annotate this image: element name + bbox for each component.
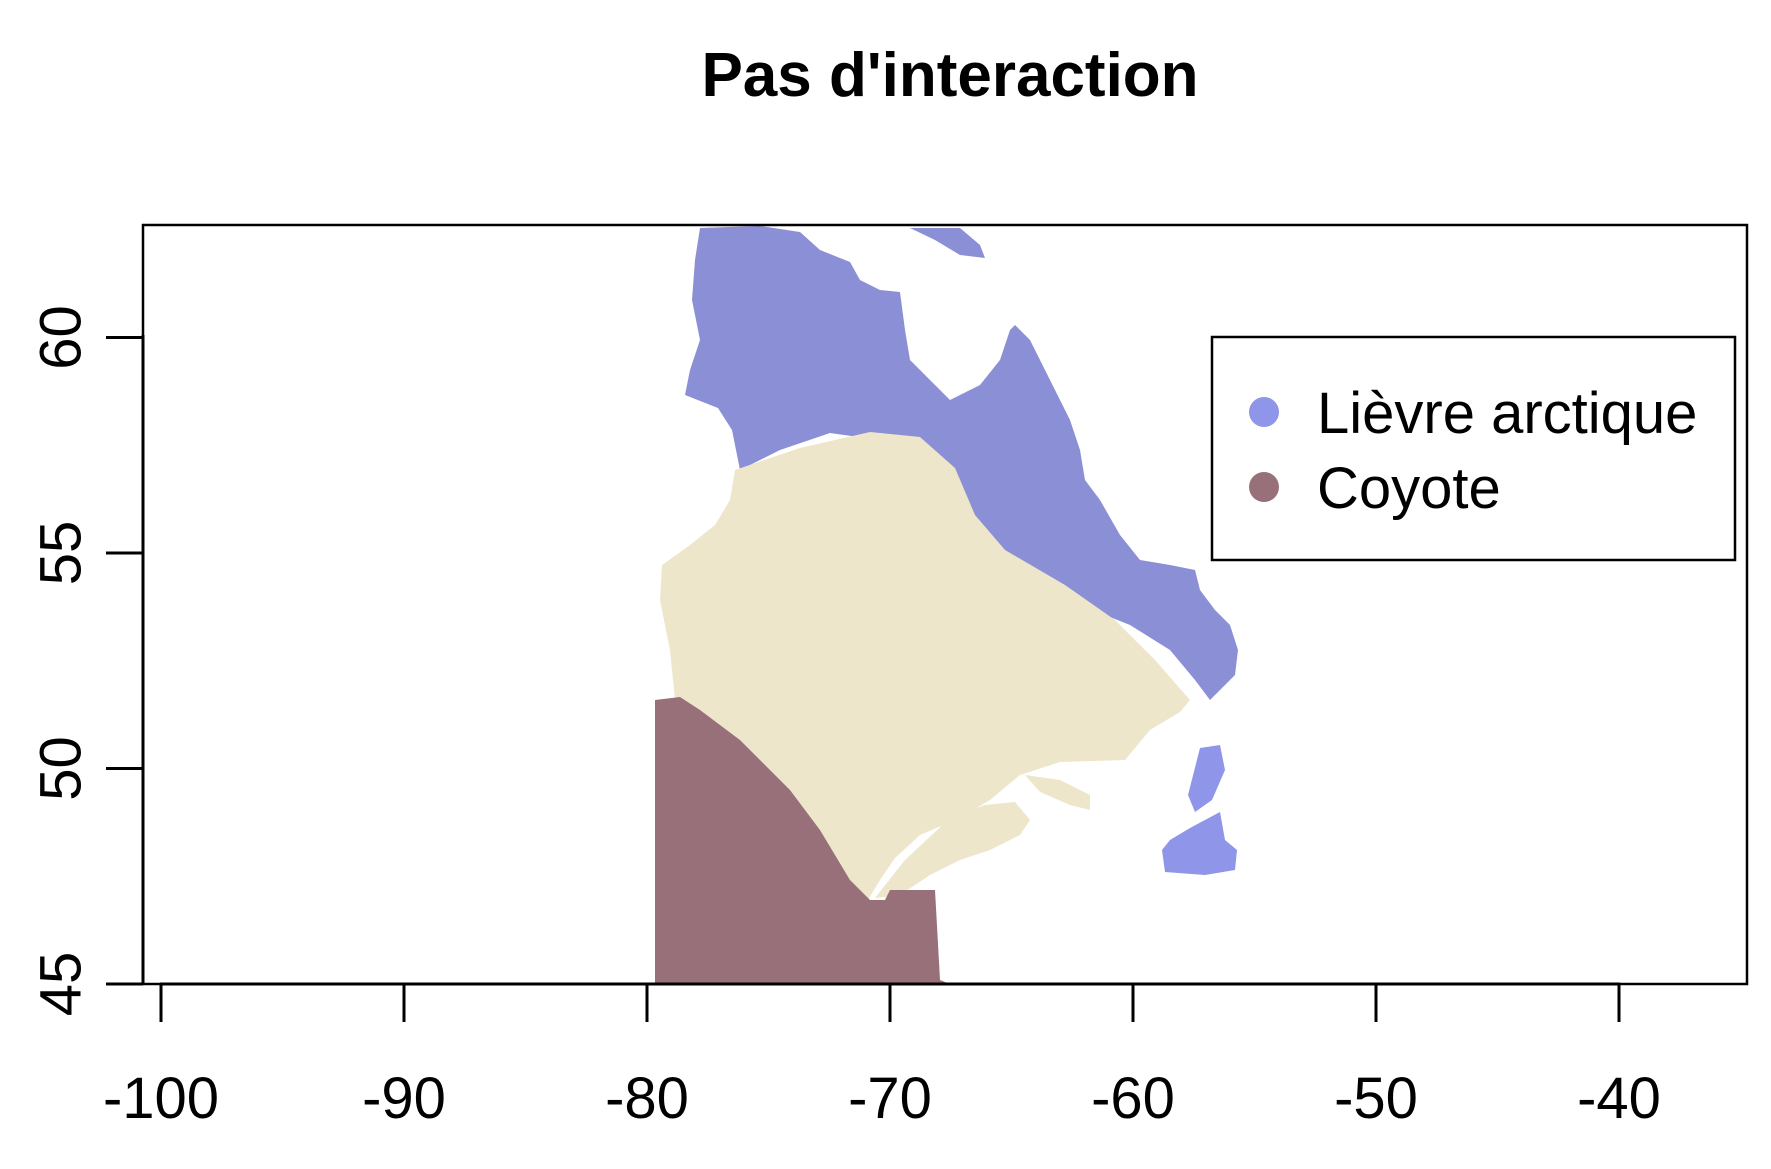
x-tick-label: -90 xyxy=(362,1066,446,1131)
x-tick-label: -70 xyxy=(848,1066,932,1131)
lievre-region-islet xyxy=(910,228,985,258)
x-axis-ticks: -100 -90 -80 -70 -60 -50 -40 xyxy=(103,984,1661,1131)
y-tick-label: 50 xyxy=(28,736,93,801)
x-tick-label: -100 xyxy=(103,1066,219,1131)
legend-lievre-label: Lièvre arctique xyxy=(1317,381,1697,446)
legend-coyote-label: Coyote xyxy=(1317,456,1501,521)
legend-lievre-marker xyxy=(1249,397,1279,427)
y-tick-label: 60 xyxy=(28,305,93,370)
legend-coyote-marker xyxy=(1249,472,1279,502)
y-tick-label: 45 xyxy=(28,952,93,1017)
map-title: Pas d'interaction xyxy=(701,41,1198,110)
lievre-region-newfoundland-north xyxy=(1188,745,1225,812)
neutral-region-anticosti xyxy=(1025,775,1090,810)
y-axis-ticks: 45 50 55 60 xyxy=(28,305,143,1016)
lievre-region-north xyxy=(685,226,1238,700)
legend-box xyxy=(1210,335,1737,562)
x-tick-label: -60 xyxy=(1091,1066,1175,1131)
neutral-region-gaspesie xyxy=(875,802,1030,898)
x-tick-label: -80 xyxy=(605,1066,689,1131)
coyote-region xyxy=(655,697,950,984)
x-tick-label: -50 xyxy=(1334,1066,1418,1131)
map-regions xyxy=(655,226,1238,984)
y-tick-label: 55 xyxy=(28,521,93,586)
neutral-region xyxy=(660,432,1190,900)
x-tick-label: -40 xyxy=(1577,1066,1661,1131)
lievre-region-newfoundland-south xyxy=(1162,812,1237,875)
legend: Lièvre arctique Coyote xyxy=(1210,335,1737,562)
